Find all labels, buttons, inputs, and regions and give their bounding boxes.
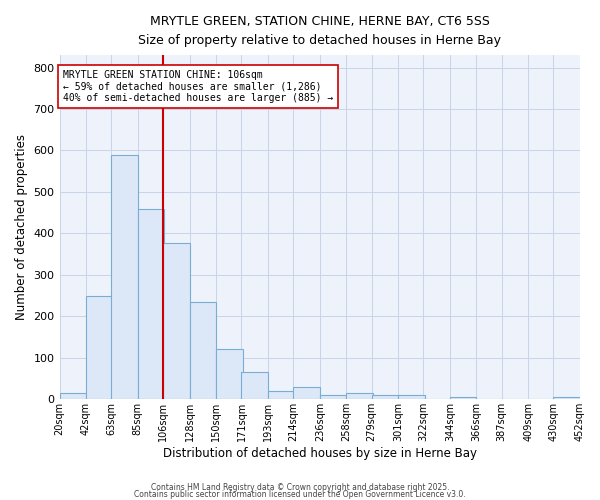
Bar	[346, 393, 373, 400]
Bar	[216, 348, 242, 400]
Bar	[450, 397, 476, 400]
Bar	[553, 397, 580, 400]
Bar	[241, 372, 268, 400]
Text: Contains public sector information licensed under the Open Government Licence v3: Contains public sector information licen…	[134, 490, 466, 499]
Bar	[59, 393, 86, 400]
Bar	[163, 242, 190, 400]
X-axis label: Distribution of detached houses by size in Herne Bay: Distribution of detached houses by size …	[163, 447, 477, 460]
Text: MRYTLE GREEN STATION CHINE: 106sqm
← 59% of detached houses are smaller (1,286)
: MRYTLE GREEN STATION CHINE: 106sqm ← 59%…	[63, 70, 334, 103]
Bar	[190, 302, 216, 400]
Text: Contains HM Land Registry data © Crown copyright and database right 2025.: Contains HM Land Registry data © Crown c…	[151, 484, 449, 492]
Bar	[268, 391, 295, 400]
Bar	[293, 387, 320, 400]
Bar	[138, 210, 164, 400]
Title: MRYTLE GREEN, STATION CHINE, HERNE BAY, CT6 5SS
Size of property relative to det: MRYTLE GREEN, STATION CHINE, HERNE BAY, …	[138, 15, 501, 47]
Bar	[86, 296, 113, 400]
Bar	[371, 395, 398, 400]
Bar	[112, 154, 138, 400]
Y-axis label: Number of detached properties: Number of detached properties	[15, 134, 28, 320]
Bar	[320, 395, 346, 400]
Bar	[398, 395, 425, 400]
